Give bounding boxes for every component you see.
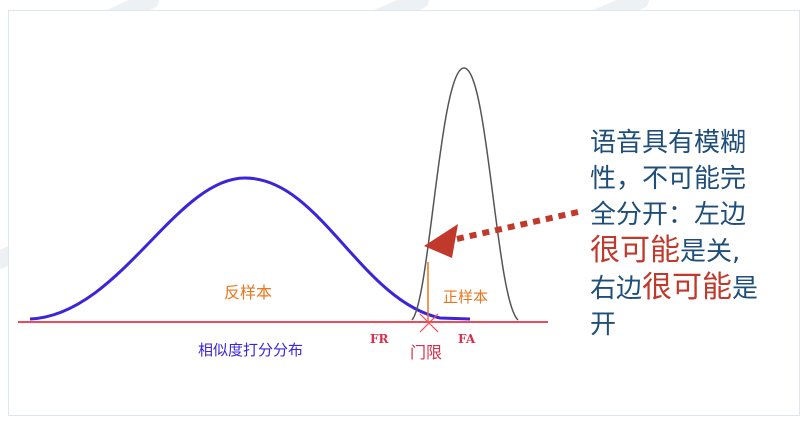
explanation-line-2: 性，不可能完 [590, 164, 747, 194]
explanation-line-5: 右边很可能是 [590, 270, 805, 307]
negative-sample-label: 反样本 [224, 283, 272, 302]
threshold-cross-b [419, 313, 439, 333]
explanation-left-off: 是关, [680, 237, 741, 267]
emphasis-left-likely: 很可能 [590, 233, 680, 268]
explanation-right-prefix: 右边 [590, 274, 643, 304]
overlap-arrow-head [424, 224, 458, 258]
fa-label: FA [458, 332, 476, 346]
positive-distribution-curve [411, 67, 519, 321]
emphasis-right-likely: 很可能 [642, 270, 733, 305]
threshold-label: 门限 [410, 343, 442, 362]
explanation-line-3: 全分开：左边 [590, 200, 747, 230]
explanation-line-4: 很可能是关, [590, 233, 805, 270]
positive-sample-label: 正样本 [443, 288, 488, 306]
fr-label: FR [370, 332, 390, 346]
explanation-line-6: 开 [590, 310, 617, 340]
score-distribution-label: 相似度打分分布 [198, 341, 303, 359]
overlap-arrow-shaft [451, 209, 579, 243]
explanation-right-suffix: 是 [732, 274, 759, 304]
figure-frame [8, 10, 800, 416]
explanation-text: 语音具有模糊 性，不可能完 全分开：左边 很可能是关, 右边很可能是 开 [590, 125, 805, 343]
explanation-line-1: 语音具有模糊 [590, 128, 747, 158]
negative-distribution-curve [29, 176, 471, 321]
